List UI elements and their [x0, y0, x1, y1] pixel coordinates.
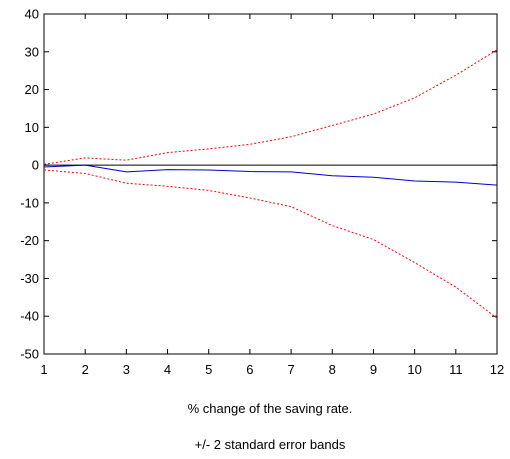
- series-line-estimate: [43, 164, 498, 186]
- caption-layer: % change of the saving rate. +/- 2 stand…: [188, 401, 353, 452]
- x-tick-label: 6: [246, 362, 253, 377]
- x-tick-label: 11: [449, 362, 463, 377]
- y-tick-label: 40: [25, 7, 39, 22]
- y-tick-label: 10: [25, 120, 39, 135]
- x-tick-label: 9: [370, 362, 377, 377]
- y-tick-label: -50: [20, 347, 39, 362]
- y-tick-label: -40: [20, 309, 39, 324]
- x-axis-caption: % change of the saving rate.: [188, 401, 353, 416]
- series-line-upper-band: [43, 49, 498, 165]
- x-tick-label: 10: [407, 362, 421, 377]
- series-line-lower-band: [43, 169, 498, 319]
- bands-caption: +/- 2 standard error bands: [195, 437, 346, 452]
- y-tick-label: 30: [25, 44, 39, 59]
- y-tick-label: 0: [32, 158, 39, 173]
- x-tick-label: 7: [287, 362, 294, 377]
- y-tick-label: 20: [25, 82, 39, 97]
- y-tick-label: -20: [20, 233, 39, 248]
- x-tick-label: 3: [123, 362, 130, 377]
- x-tick-label: 12: [490, 362, 504, 377]
- x-tick-label: 1: [40, 362, 47, 377]
- x-tick-label: 2: [82, 362, 89, 377]
- y-tick-label: -10: [20, 195, 39, 210]
- y-tick-label: -30: [20, 271, 39, 286]
- x-tick-label: 4: [164, 362, 171, 377]
- plot-frame: [43, 13, 498, 355]
- x-tick-label: 8: [329, 362, 336, 377]
- x-tick-label: 5: [205, 362, 212, 377]
